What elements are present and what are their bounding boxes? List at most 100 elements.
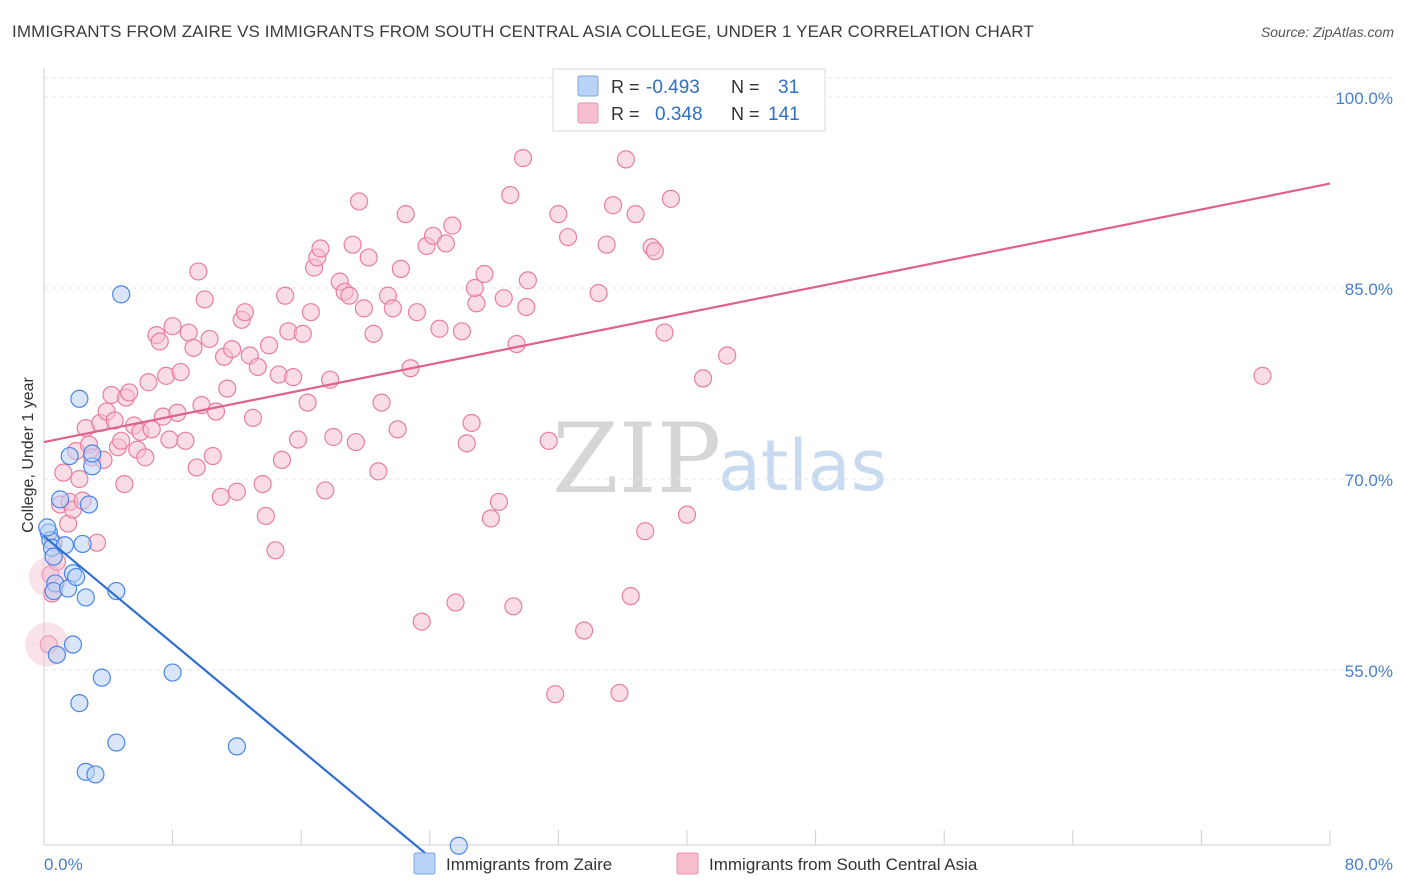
point-south-central-asia bbox=[616, 150, 636, 169]
point-south-central-asia bbox=[211, 487, 230, 506]
y-axis-label: College, Under 1 year bbox=[20, 377, 37, 533]
point-zaire bbox=[63, 635, 83, 654]
legend-swatch-sca-bottom bbox=[676, 852, 699, 875]
y-tick-label: 70.0% bbox=[1345, 471, 1393, 490]
point-south-central-asia bbox=[364, 324, 383, 343]
point-south-central-asia bbox=[507, 334, 526, 354]
series-zaire-points bbox=[38, 285, 468, 855]
legend-n-value-1: 31 bbox=[778, 77, 799, 98]
point-south-central-asia bbox=[187, 458, 206, 477]
legend-n-label-2: N = bbox=[731, 104, 760, 124]
point-south-central-asia bbox=[489, 492, 509, 512]
point-south-central-asia bbox=[200, 329, 219, 349]
point-south-central-asia bbox=[359, 248, 378, 267]
point-south-central-asia bbox=[54, 463, 73, 482]
point-south-central-asia bbox=[558, 227, 578, 247]
point-south-central-asia bbox=[218, 379, 237, 398]
y-tick-labels: 100.0% 85.0% 70.0% 55.0% bbox=[1335, 89, 1393, 681]
point-zaire bbox=[70, 389, 89, 408]
point-south-central-asia bbox=[184, 338, 203, 357]
point-south-central-asia bbox=[150, 332, 169, 351]
point-south-central-asia bbox=[136, 448, 155, 467]
point-south-central-asia bbox=[284, 368, 303, 387]
legend-swatch-sca bbox=[577, 102, 599, 124]
point-south-central-asia bbox=[176, 431, 195, 450]
point-south-central-asia bbox=[259, 336, 279, 355]
point-south-central-asia bbox=[518, 271, 537, 290]
point-south-central-asia bbox=[446, 593, 465, 612]
point-south-central-asia bbox=[1253, 366, 1272, 385]
point-south-central-asia bbox=[222, 340, 242, 359]
point-south-central-asia bbox=[517, 298, 536, 317]
point-south-central-asia bbox=[513, 149, 533, 168]
y-tick-label: 85.0% bbox=[1345, 280, 1393, 299]
point-south-central-asia bbox=[354, 299, 373, 318]
point-south-central-asia bbox=[481, 509, 500, 528]
point-zaire bbox=[227, 737, 246, 756]
point-south-central-asia bbox=[661, 189, 681, 208]
x-tick-label-right: 80.0% bbox=[1345, 855, 1393, 874]
point-south-central-asia bbox=[276, 286, 295, 305]
point-south-central-asia bbox=[248, 357, 267, 377]
chart-title: IMMIGRANTS FROM ZAIRE VS IMMIGRANTS FROM… bbox=[12, 22, 1034, 41]
point-south-central-asia bbox=[372, 393, 391, 412]
point-south-central-asia bbox=[346, 432, 365, 452]
point-south-central-asia bbox=[655, 323, 674, 342]
point-south-central-asia bbox=[430, 319, 449, 338]
point-zaire bbox=[70, 694, 89, 713]
point-south-central-asia bbox=[266, 541, 285, 560]
point-south-central-asia bbox=[407, 303, 427, 322]
x-tick-label-left: 0.0% bbox=[44, 855, 83, 874]
point-south-central-asia bbox=[494, 289, 513, 308]
point-zaire bbox=[86, 765, 105, 784]
point-south-central-asia bbox=[139, 373, 158, 392]
point-south-central-asia bbox=[343, 235, 362, 254]
point-south-central-asia bbox=[288, 430, 308, 449]
point-south-central-asia bbox=[621, 587, 640, 606]
point-south-central-asia bbox=[501, 185, 520, 205]
point-south-central-asia bbox=[677, 505, 697, 524]
point-south-central-asia bbox=[549, 205, 568, 224]
point-zaire bbox=[112, 285, 131, 304]
point-south-central-asia bbox=[718, 346, 737, 365]
point-south-central-asia bbox=[412, 612, 431, 631]
point-south-central-asia bbox=[253, 474, 272, 494]
point-zaire bbox=[60, 446, 79, 466]
legend-r-label-2: R = bbox=[611, 104, 640, 124]
point-south-central-asia bbox=[171, 362, 190, 382]
point-south-central-asia bbox=[189, 262, 208, 281]
point-south-central-asia bbox=[293, 324, 312, 343]
point-zaire bbox=[44, 547, 63, 566]
point-south-central-asia bbox=[272, 450, 292, 469]
point-south-central-asia bbox=[626, 205, 645, 224]
legend-r-value-1: -0.493 bbox=[646, 77, 700, 98]
point-south-central-asia bbox=[340, 286, 359, 305]
watermark-atlas: atlas bbox=[718, 425, 887, 507]
point-zaire bbox=[50, 490, 70, 509]
legend-n-label-1: N = bbox=[731, 77, 760, 97]
point-zaire bbox=[73, 534, 92, 554]
legend-swatch-zaire bbox=[577, 75, 599, 97]
point-south-central-asia bbox=[597, 235, 616, 254]
point-zaire bbox=[38, 518, 57, 537]
point-south-central-asia bbox=[70, 469, 89, 489]
watermark-zip: ZIP bbox=[552, 403, 721, 515]
point-zaire bbox=[47, 645, 66, 664]
point-south-central-asia bbox=[349, 192, 369, 211]
point-south-central-asia bbox=[636, 522, 655, 541]
point-south-central-asia bbox=[112, 431, 131, 450]
legend-r-value-2: 0.348 bbox=[655, 104, 703, 125]
legend-swatch-zaire-bottom bbox=[413, 852, 436, 875]
point-south-central-asia bbox=[645, 241, 664, 261]
point-south-central-asia bbox=[443, 216, 462, 235]
legend-label-zaire: Immigrants from Zaire bbox=[446, 855, 612, 874]
point-south-central-asia bbox=[311, 239, 330, 258]
point-zaire bbox=[79, 495, 99, 514]
point-south-central-asia bbox=[575, 621, 594, 640]
point-south-central-asia bbox=[452, 322, 472, 341]
source-credit: Source: ZipAtlas.com bbox=[1260, 24, 1394, 40]
point-south-central-asia bbox=[316, 481, 335, 500]
point-south-central-asia bbox=[603, 196, 623, 215]
point-south-central-asia bbox=[388, 420, 407, 439]
point-south-central-asia bbox=[436, 234, 455, 253]
